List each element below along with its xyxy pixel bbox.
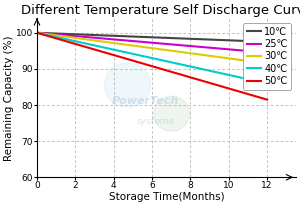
Title: Different Temperature Self Discharge Curve: Different Temperature Self Discharge Cur… [20,4,300,17]
Text: PowerTech: PowerTech [112,96,179,106]
Legend: 10℃, 25℃, 30℃, 40℃, 50℃: 10℃, 25℃, 30℃, 40℃, 50℃ [243,23,291,90]
Text: systeme: systeme [137,117,175,126]
Y-axis label: Remaining Capacity (%): Remaining Capacity (%) [4,35,14,160]
Ellipse shape [154,96,190,131]
X-axis label: Storage Time(Months): Storage Time(Months) [109,192,224,202]
Ellipse shape [104,63,151,107]
